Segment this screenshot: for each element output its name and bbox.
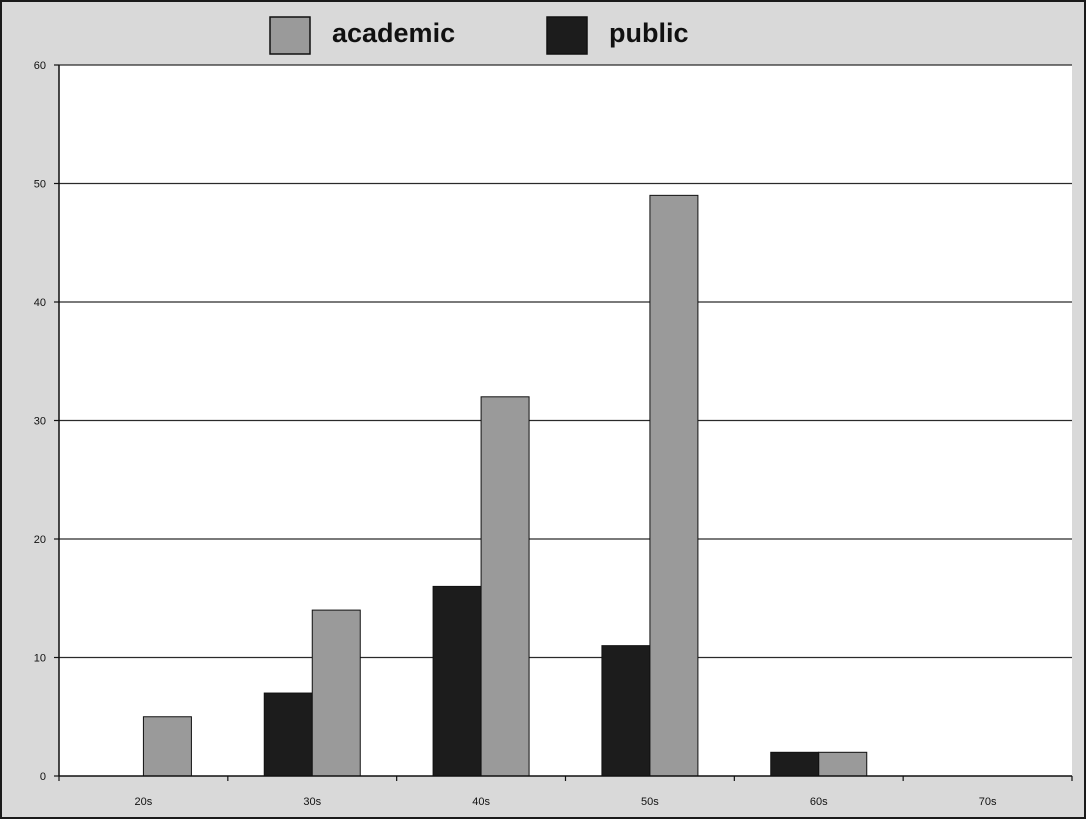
y-tick-label-60: 60 xyxy=(34,60,46,72)
legend: academic public xyxy=(269,16,689,55)
gridlines xyxy=(59,64,1072,659)
x-tick-label-20s: 20s xyxy=(135,796,153,808)
legend-swatch-public xyxy=(546,16,588,55)
bars xyxy=(142,194,868,777)
y-tick-label-30: 30 xyxy=(34,416,46,428)
x-tick-label-40s: 40s xyxy=(472,796,490,808)
y-tick-label-0: 0 xyxy=(40,771,46,783)
x-tick-label-30s: 30s xyxy=(303,796,321,808)
bar-academic-20s xyxy=(142,716,192,777)
bar-academic-50s xyxy=(649,194,699,777)
bar-academic-30s xyxy=(311,609,361,777)
x-tick-label-50s: 50s xyxy=(641,796,659,808)
y-tick-label-20: 20 xyxy=(34,534,46,546)
legend-label-academic: academic xyxy=(332,18,455,48)
bar-public-50s xyxy=(601,645,651,777)
bar-academic-60s xyxy=(818,751,868,777)
legend-label-public: public xyxy=(609,18,689,48)
axes: 0 10 20 30 40 50 60 20s 30s 40s 50s 60s 70s xyxy=(34,60,1073,808)
bar-public-40s xyxy=(432,585,482,777)
y-tick-label-50: 50 xyxy=(34,179,46,191)
y-tick-label-10: 10 xyxy=(34,653,46,665)
bar-public-30s xyxy=(263,692,313,777)
y-tick-label-40: 40 xyxy=(34,297,46,309)
x-tick-label-70s: 70s xyxy=(979,796,997,808)
bar-public-60s xyxy=(770,751,820,777)
legend-swatch-academic xyxy=(269,16,311,55)
bar-academic-40s xyxy=(480,396,530,777)
x-tick-label-60s: 60s xyxy=(810,796,828,808)
